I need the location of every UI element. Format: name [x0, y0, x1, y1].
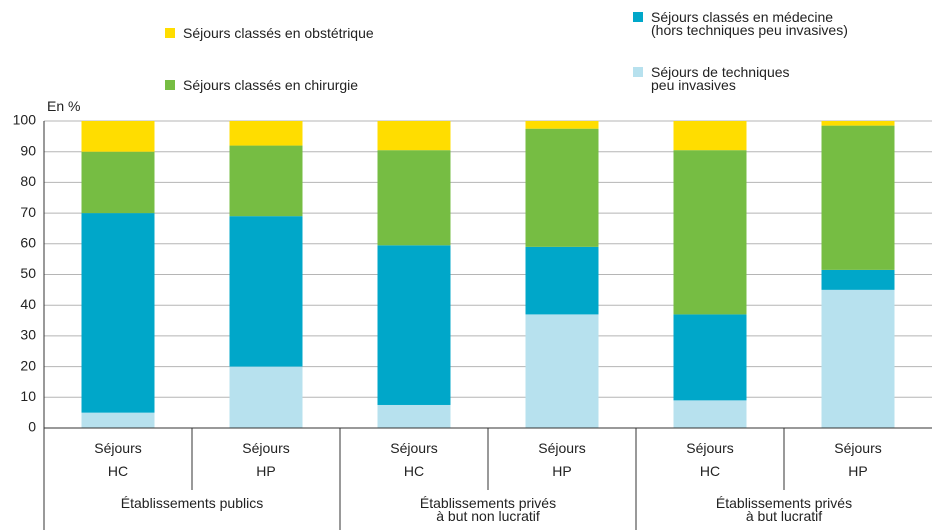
legend-swatch [165, 28, 175, 38]
bar-segment [81, 213, 155, 413]
x-tick-label: Séjours HP [834, 440, 882, 479]
bar-segment [377, 150, 451, 246]
bar-segment [81, 121, 155, 152]
y-tick-label: 40 [20, 296, 36, 312]
x-tick-label: Séjours HP [538, 440, 586, 479]
bar-segment [377, 245, 451, 405]
bar-segment [673, 400, 747, 428]
x-tick-label: Séjours HC [686, 440, 734, 479]
x-tick-label: Séjours HC [94, 440, 142, 479]
y-tick-label: 80 [20, 173, 36, 189]
bar-segment [821, 269, 895, 290]
legend-swatch [165, 80, 175, 90]
bar-segment [229, 145, 303, 217]
legend-label: Séjours classés en chirurgie [183, 77, 359, 93]
x-tick-label: Séjours HC [390, 440, 438, 479]
y-tick-label: 50 [20, 265, 36, 281]
legend-swatch [633, 67, 643, 77]
bar-segment [525, 128, 599, 247]
bar-segment [525, 246, 599, 315]
bar-segment [377, 404, 451, 428]
bar-segment [229, 121, 303, 146]
bar-segment [81, 412, 155, 428]
bar-segment [821, 125, 895, 270]
bar-segment [673, 314, 747, 401]
x-tick-label: Séjours HP [242, 440, 290, 479]
bar-segment [377, 121, 451, 151]
bar-segment [673, 121, 747, 151]
bar-segment [821, 289, 895, 428]
bar-segment [229, 216, 303, 367]
bar-segment [673, 150, 747, 315]
y-tick-label: 30 [20, 327, 36, 343]
legend-label: Séjours classés en médecine (hors techni… [651, 9, 848, 38]
bar-segment [229, 366, 303, 428]
y-tick-label: 10 [20, 388, 36, 404]
group-label: Établissements publics [120, 495, 264, 511]
y-axis-label: En % [47, 98, 81, 114]
bar-segment [821, 121, 895, 126]
bar-segment [525, 314, 599, 428]
legend-label: Séjours classés en obstétrique [183, 25, 374, 41]
legend-swatch [633, 12, 643, 22]
legend-label: Séjours de techniques peu invasives [651, 64, 790, 93]
y-tick-label: 20 [20, 357, 36, 373]
y-tick-label: 90 [20, 142, 36, 158]
bar-segment [81, 151, 155, 214]
group-label: Établissements privés à but lucratif [715, 495, 853, 524]
y-tick-label: 0 [28, 419, 36, 435]
group-label: Établissements privés à but non lucratif [419, 495, 557, 524]
y-tick-label: 60 [20, 235, 36, 251]
y-tick-label: 100 [13, 112, 37, 128]
y-tick-label: 70 [20, 204, 36, 220]
bar-segment [525, 121, 599, 129]
